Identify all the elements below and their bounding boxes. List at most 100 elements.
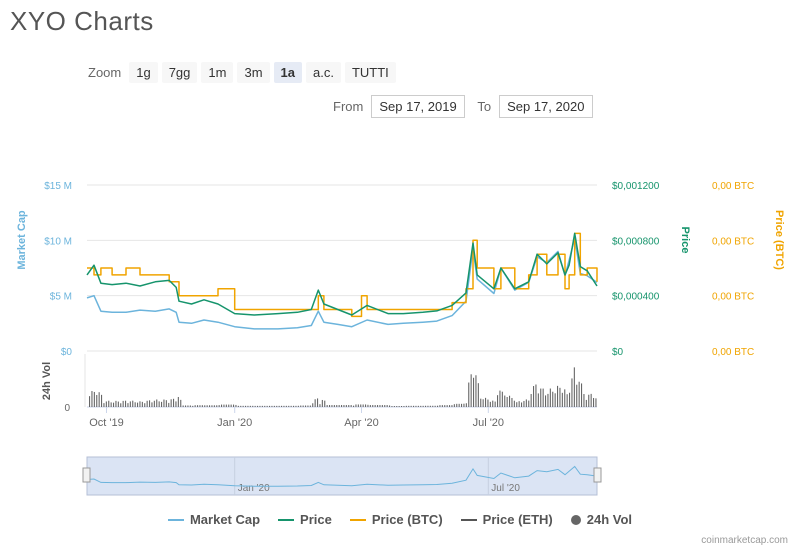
volume-bar bbox=[573, 367, 575, 407]
volume-bar bbox=[410, 405, 412, 407]
volume-bar bbox=[415, 405, 417, 407]
navigator-handle-left[interactable] bbox=[82, 467, 91, 483]
volume-bar bbox=[554, 393, 556, 407]
volume-bar bbox=[134, 402, 136, 407]
volume-bar bbox=[192, 405, 194, 407]
btc-axis-tick-1: 0,00 BTC bbox=[712, 292, 754, 303]
volume-bar bbox=[230, 404, 232, 407]
price-axis-tick-1: $0,000400 bbox=[612, 292, 660, 303]
legend-volume-dot bbox=[570, 514, 581, 525]
volume-bar bbox=[209, 405, 211, 407]
volume-bar bbox=[139, 401, 141, 407]
navigator-handle-right[interactable] bbox=[593, 467, 602, 483]
volume-bar bbox=[242, 405, 244, 407]
volume-bar bbox=[405, 405, 407, 407]
volume-bar bbox=[254, 405, 256, 407]
volume-bar bbox=[285, 405, 287, 407]
legend-price-btc[interactable]: Price (BTC) bbox=[349, 512, 443, 527]
volume-bar bbox=[439, 405, 441, 407]
volume-bar bbox=[367, 404, 369, 407]
volume-bar bbox=[506, 397, 508, 407]
price-line bbox=[86, 232, 598, 316]
volume-bar bbox=[489, 401, 491, 407]
x-axis-tick-2: Apr '20 bbox=[344, 417, 379, 429]
volume-bar bbox=[485, 397, 487, 407]
volume-bar bbox=[113, 402, 115, 407]
volume-bar bbox=[475, 375, 477, 407]
volume-bar bbox=[194, 405, 196, 407]
page-title: XYO Charts bbox=[10, 6, 154, 36]
volume-bar bbox=[391, 406, 393, 407]
volume-bar bbox=[125, 400, 127, 407]
volume-bar bbox=[379, 405, 381, 407]
volume-bar bbox=[345, 405, 347, 407]
volume-bar bbox=[324, 400, 326, 407]
volume-bar bbox=[569, 392, 571, 407]
volume-bar bbox=[593, 398, 595, 407]
volume-bar bbox=[386, 405, 388, 407]
volume-bar bbox=[389, 405, 391, 407]
zoom-ytd-button[interactable]: a.c. bbox=[306, 62, 341, 83]
volume-bar bbox=[540, 388, 542, 407]
volume-bar bbox=[530, 394, 532, 407]
zoom-3m-button[interactable]: 3m bbox=[237, 62, 270, 83]
zoom-1d-button[interactable]: 1g bbox=[129, 62, 158, 83]
volume-bar bbox=[305, 405, 307, 407]
volume-bar bbox=[117, 401, 119, 407]
volume-bar bbox=[206, 405, 208, 407]
volume-bar bbox=[425, 405, 427, 407]
volume-bar bbox=[300, 405, 302, 407]
volume-bar bbox=[360, 404, 362, 407]
volume-bar bbox=[441, 405, 443, 407]
volume-bar bbox=[273, 405, 275, 407]
from-date-input[interactable]: Sep 17, 2019 bbox=[371, 95, 466, 118]
volume-bar bbox=[115, 400, 117, 407]
volume-bar bbox=[595, 398, 597, 407]
volume-bar bbox=[91, 391, 93, 407]
volume-bar bbox=[511, 397, 513, 407]
volume-bar bbox=[413, 405, 415, 407]
volume-bar bbox=[297, 405, 299, 407]
volume-bar bbox=[497, 395, 499, 407]
volume-bar bbox=[590, 393, 592, 407]
to-date-input[interactable]: Sep 17, 2020 bbox=[499, 95, 594, 118]
volume-bar bbox=[468, 382, 470, 407]
legend-price-eth[interactable]: Price (ETH) bbox=[460, 512, 553, 527]
x-axis-tick-1: Jan '20 bbox=[217, 417, 252, 429]
volume-bar bbox=[451, 405, 453, 407]
volume-bar bbox=[180, 399, 182, 407]
volume-bar bbox=[331, 405, 333, 407]
volume-bar bbox=[321, 399, 323, 407]
volume-bar bbox=[213, 405, 215, 407]
btc-axis-tick-2: 0,00 BTC bbox=[712, 236, 754, 247]
volume-bar bbox=[185, 405, 187, 407]
volume-bar bbox=[537, 393, 539, 407]
legend-volume[interactable]: 24h Vol bbox=[570, 512, 632, 527]
zoom-1m-button[interactable]: 1m bbox=[201, 62, 234, 83]
volume-axis-title: 24h Vol bbox=[41, 362, 53, 400]
legend-market-cap[interactable]: Market Cap bbox=[167, 512, 260, 527]
volume-bar bbox=[343, 405, 345, 407]
volume-bar bbox=[266, 405, 268, 407]
volume-bar bbox=[422, 405, 424, 407]
volume-bar bbox=[566, 394, 568, 407]
volume-bar bbox=[338, 405, 340, 407]
zoom-1y-button[interactable]: 1a bbox=[273, 62, 302, 83]
volume-bar bbox=[163, 399, 165, 407]
volume-bar bbox=[384, 405, 386, 407]
zoom-7d-button[interactable]: 7gg bbox=[161, 62, 198, 83]
volume-bar bbox=[278, 405, 280, 407]
volume-bar bbox=[461, 403, 463, 407]
volume-bar bbox=[293, 405, 295, 407]
legend-price[interactable]: Price bbox=[278, 512, 332, 527]
volume-bar bbox=[204, 405, 206, 407]
volume-bar bbox=[444, 405, 446, 407]
volume-bar bbox=[264, 405, 266, 407]
volume-bar bbox=[446, 405, 448, 407]
volume-bar bbox=[249, 405, 251, 407]
volume-bar bbox=[235, 404, 237, 407]
volume-bar bbox=[89, 396, 91, 407]
volume-bar bbox=[146, 400, 148, 407]
zoom-all-button[interactable]: TUTTI bbox=[344, 62, 396, 83]
